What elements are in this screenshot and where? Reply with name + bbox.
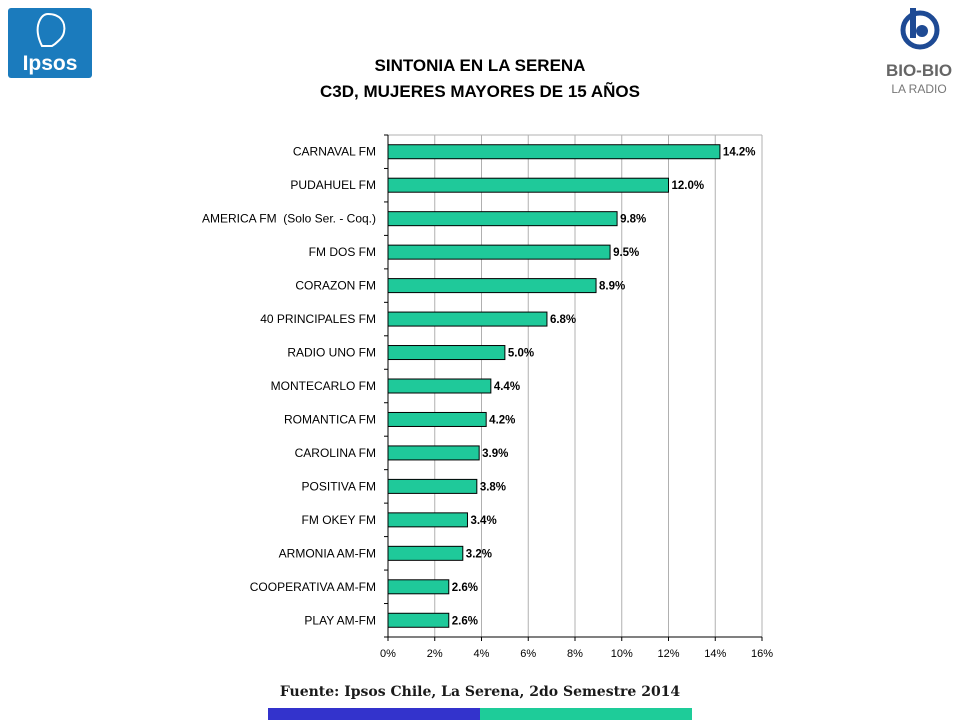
category-label: FM DOS FM (309, 245, 376, 259)
data-label: 14.2% (723, 147, 756, 159)
bar (387, 144, 721, 160)
data-label: 3.9% (482, 448, 508, 460)
data-label: 2.6% (452, 615, 478, 627)
bar (387, 311, 548, 327)
bar (387, 411, 487, 427)
category-label: CORAZON FM (295, 279, 376, 293)
data-label: 4.4% (494, 381, 520, 393)
category-label: COOPERATIVA AM-FM (250, 580, 376, 594)
ipsos-logo-text: Ipsos (23, 52, 78, 75)
footer-bar-right (480, 708, 692, 720)
category-label: PLAY AM-FM (304, 613, 376, 627)
bar (387, 545, 464, 561)
ipsos-logo-background (8, 8, 92, 78)
biobio-logo: BIO-BIO LA RADIO (886, 8, 952, 96)
data-label: 3.4% (470, 515, 496, 527)
x-tick-label: 12% (657, 648, 679, 660)
chart-title-line2: C3D, MUJERES MAYORES DE 15 AÑOS (320, 82, 640, 101)
x-tick-label: 2% (427, 648, 443, 660)
category-label: FM OKEY FM (302, 513, 376, 527)
category-label: POSITIVA FM (302, 479, 376, 493)
bar (387, 378, 492, 394)
biobio-circle-icon (900, 10, 940, 50)
data-label: 2.6% (452, 582, 478, 594)
category-label: 40 PRINCIPALES FM (260, 312, 376, 326)
data-label: 5.0% (508, 348, 534, 360)
data-label: 4.2% (489, 414, 515, 426)
biobio-dot-icon (916, 25, 928, 37)
category-label: RADIO UNO FM (287, 346, 376, 360)
data-label: 3.2% (466, 548, 492, 560)
data-label: 6.8% (550, 314, 576, 326)
ipsos-logo: Ipsos (8, 8, 92, 78)
biobio-stem-icon (910, 8, 916, 38)
bar (387, 512, 468, 528)
x-tick-label: 4% (474, 648, 490, 660)
data-label: 9.8% (620, 214, 646, 226)
category-label: MONTECARLO FM (271, 379, 376, 393)
source-note: Fuente: Ipsos Chile, La Serena, 2do Seme… (279, 684, 681, 700)
biobio-logo-text: BIO-BIO (886, 61, 952, 80)
category-label: CARNAVAL FM (293, 145, 376, 159)
ipsos-head-icon (36, 12, 66, 47)
data-label: 9.5% (613, 247, 639, 259)
x-tick-label: 14% (704, 648, 726, 660)
bar-chart: 0% 2% 4% 6% 8% 10% 12% 14% 16% CARNAVAL FM 14.2% PU… (202, 134, 773, 660)
bar (387, 244, 611, 260)
category-label: PUDAHUEL FM (290, 178, 376, 192)
category-label: ARMONIA AM-FM (279, 546, 376, 560)
biobio-logo-subtext: LA RADIO (891, 82, 946, 96)
bar (387, 211, 618, 227)
x-tick-label: 0% (380, 648, 396, 660)
x-tick-label: 16% (751, 648, 773, 660)
bar (387, 177, 669, 193)
x-tick-label: 10% (611, 648, 633, 660)
data-label: 8.9% (599, 281, 625, 293)
category-label: ROMANTICA FM (284, 412, 376, 426)
chart-title-line1: SINTONIA EN LA SERENA (374, 56, 586, 75)
bar (387, 445, 480, 461)
footer-bar-left (268, 708, 480, 720)
bar (387, 478, 478, 494)
bar (387, 345, 506, 361)
data-label: 12.0% (672, 180, 705, 192)
category-label: AMERICA FM (Solo Ser. - Coq.) (202, 212, 376, 226)
category-label: CAROLINA FM (295, 446, 376, 460)
bar (387, 278, 597, 294)
data-label: 3.8% (480, 481, 506, 493)
bar (387, 579, 450, 595)
x-tick-label: 6% (520, 648, 536, 660)
bar (387, 612, 450, 628)
x-tick-label: 8% (567, 648, 583, 660)
